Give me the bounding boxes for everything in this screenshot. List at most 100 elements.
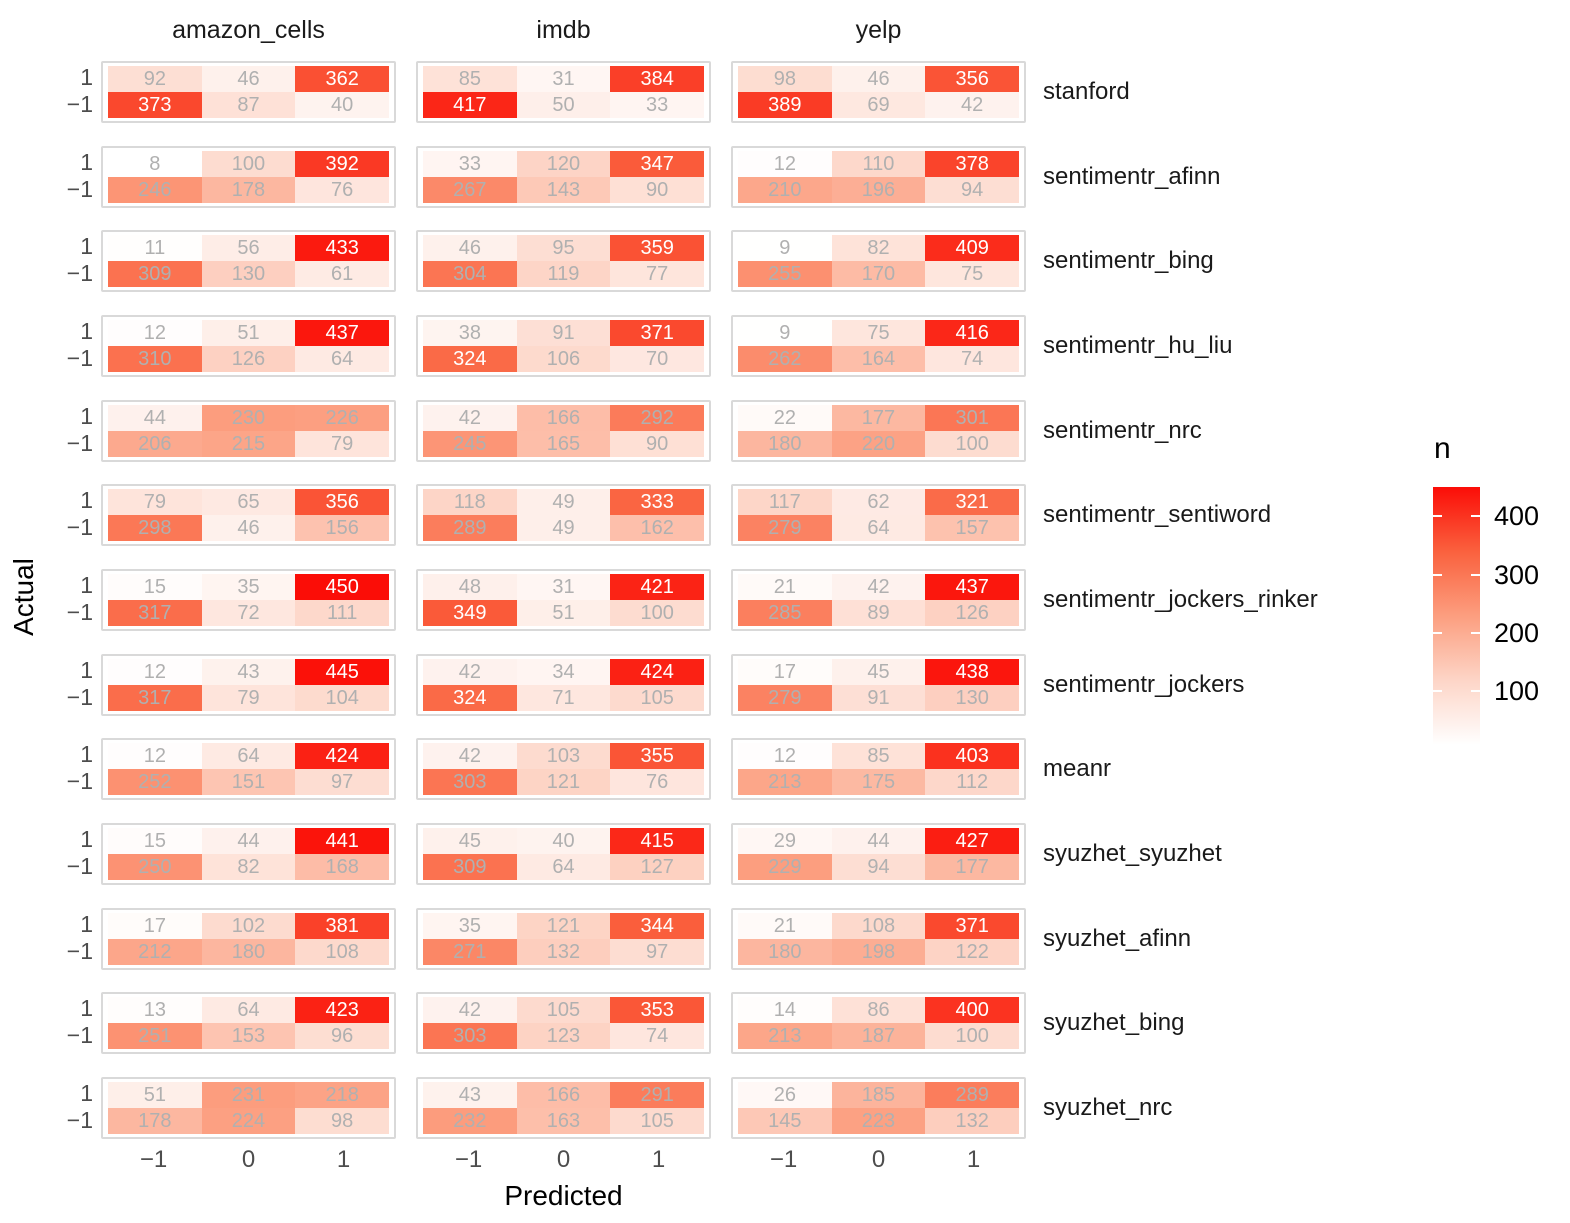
facet-row-label: syuzhet_syuzhet: [1043, 840, 1222, 867]
heatmap-cell: 165: [516, 431, 611, 457]
heatmap-cell: 291: [610, 1082, 704, 1108]
heatmap-cell: 89: [831, 600, 926, 626]
heatmap-cell: 321: [925, 489, 1019, 515]
facet-panel: 17 45 438 279 91 130: [731, 654, 1026, 716]
y-tick-label: 1: [80, 403, 93, 429]
heatmap-cell: 22: [738, 405, 832, 431]
facet-panel: 35 121 344 271 132 97: [416, 908, 711, 970]
facet-panel: 12 64 424 252 151 97: [101, 738, 396, 800]
facet-panel: 33 120 347 267 143 90: [416, 146, 711, 208]
heatmap-cell: 71: [516, 685, 611, 711]
heatmap-cell: 371: [610, 320, 704, 346]
heatmap-cell: 262: [738, 346, 832, 372]
heatmap-cell: 64: [295, 346, 389, 372]
heatmap-cell: 12: [738, 151, 832, 177]
heatmap-cell: 42: [423, 659, 517, 685]
heatmap-cell: 29: [738, 828, 832, 854]
facet-panel: 45 40 415 309 64 127: [416, 823, 711, 885]
legend-title: n: [1434, 432, 1451, 465]
heatmap-cell: 229: [738, 854, 832, 880]
heatmap-cell: 279: [738, 685, 832, 711]
facet-row-label: meanr: [1043, 755, 1112, 782]
y-tick-label: 1: [80, 233, 93, 259]
x-tick-label: 1: [651, 1146, 666, 1173]
heatmap-cell: 97: [610, 939, 704, 965]
heatmap-cell: 309: [108, 261, 202, 287]
heatmap-cell: 175: [831, 769, 926, 795]
facet-row-label: syuzhet_afinn: [1043, 925, 1192, 952]
heatmap-cell: 400: [925, 997, 1019, 1023]
legend-tick-mark: [1433, 573, 1442, 576]
x-tick-label: −1: [769, 1146, 798, 1173]
y-tick-label: 1: [80, 572, 93, 598]
facet-panel: 21 42 437 285 89 126: [731, 569, 1026, 631]
heatmap-cell: 310: [108, 346, 202, 372]
facet-panel: 13 64 423 251 153 96: [101, 992, 396, 1054]
y-tick-label: 1: [80, 657, 93, 683]
heatmap-cell: 130: [201, 261, 296, 287]
heatmap-cell: 76: [295, 177, 389, 203]
heatmap-cell: 371: [925, 913, 1019, 939]
heatmap-cell: 213: [738, 769, 832, 795]
heatmap-cell: 187: [831, 1023, 926, 1049]
heatmap-cell: 220: [831, 431, 926, 457]
heatmap-cell: 317: [108, 600, 202, 626]
heatmap-cell: 362: [295, 66, 389, 92]
heatmap-cell: 349: [423, 600, 517, 626]
heatmap-cell: 65: [201, 489, 296, 515]
heatmap-cell: 45: [423, 828, 517, 854]
heatmap-cell: 126: [201, 346, 296, 372]
heatmap-cell: 123: [516, 1023, 611, 1049]
facet-panel: 14 86 400 213 187 100: [731, 992, 1026, 1054]
heatmap-cell: 42: [831, 574, 926, 600]
heatmap-cell: 252: [108, 769, 202, 795]
heatmap-cell: 389: [738, 92, 832, 118]
heatmap-cell: 12: [738, 743, 832, 769]
heatmap-cell: 74: [925, 346, 1019, 372]
facet-row-label: sentimentr_hu_liu: [1043, 332, 1233, 359]
y-tick-label: −1: [66, 853, 93, 879]
heatmap-cell: 102: [201, 913, 296, 939]
legend-tick-label: 100: [1494, 676, 1540, 707]
heatmap-cell: 111: [295, 600, 389, 626]
facet-panel: 42 105 353 303 123 74: [416, 992, 711, 1054]
heatmap-cell: 215: [201, 431, 296, 457]
facet-row-label: sentimentr_jockers: [1043, 671, 1245, 698]
heatmap-cell: 76: [610, 769, 704, 795]
heatmap-cell: 92: [108, 66, 202, 92]
y-tick-label: 1: [80, 826, 93, 852]
heatmap-cell: 416: [925, 320, 1019, 346]
heatmap-cell: 423: [295, 997, 389, 1023]
heatmap-cell: 421: [610, 574, 704, 600]
facet-panel: 8 100 392 246 178 76: [101, 146, 396, 208]
y-tick-label: −1: [66, 599, 93, 625]
facet-panel: 21 108 371 180 198 122: [731, 908, 1026, 970]
heatmap-cell: 344: [610, 913, 704, 939]
heatmap-cell: 151: [201, 769, 296, 795]
facet-panel: 11 56 433 309 130 61: [101, 230, 396, 292]
heatmap-cell: 251: [108, 1023, 202, 1049]
heatmap-cell: 267: [423, 177, 517, 203]
legend-tick-label: 200: [1494, 617, 1540, 648]
heatmap-cell: 96: [295, 1023, 389, 1049]
heatmap-cell: 33: [610, 92, 704, 118]
heatmap-cell: 90: [610, 177, 704, 203]
heatmap-cell: 91: [516, 320, 611, 346]
heatmap-cell: 40: [295, 92, 389, 118]
heatmap-cell: 353: [610, 997, 704, 1023]
heatmap-cell: 46: [201, 515, 296, 541]
heatmap-cell: 224: [201, 1108, 296, 1134]
heatmap-cell: 127: [610, 854, 704, 880]
heatmap-cell: 79: [295, 431, 389, 457]
heatmap-cell: 355: [610, 743, 704, 769]
facet-panel: 43 166 291 232 163 105: [416, 1077, 711, 1139]
heatmap-cell: 145: [738, 1108, 832, 1134]
heatmap-cell: 162: [610, 515, 704, 541]
heatmap-cell: 43: [201, 659, 296, 685]
heatmap-cell: 156: [295, 515, 389, 541]
y-tick-label: −1: [66, 430, 93, 456]
x-tick-label: 1: [966, 1146, 981, 1173]
heatmap-cell: 21: [738, 913, 832, 939]
facet-panel: 85 31 384 417 50 33: [416, 61, 711, 123]
heatmap-cell: 392: [295, 151, 389, 177]
